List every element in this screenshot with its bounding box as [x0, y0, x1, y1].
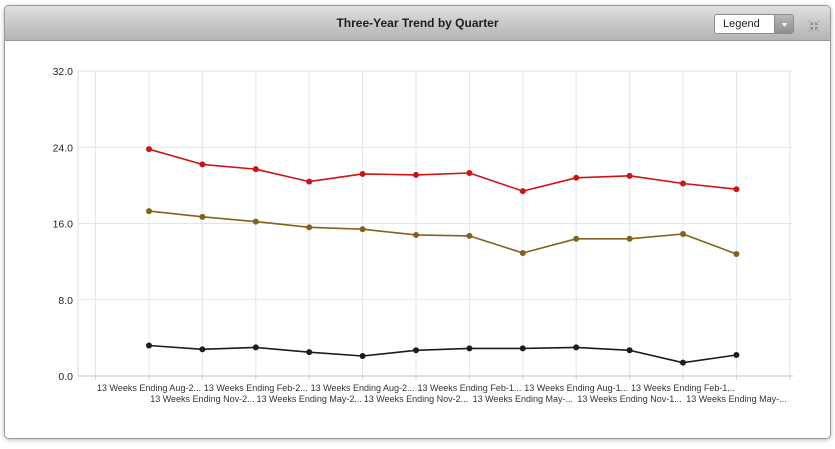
svg-text:13 Weeks Ending Nov-2...: 13 Weeks Ending Nov-2...: [150, 394, 254, 404]
svg-text:13 Weeks Ending Aug-1...: 13 Weeks Ending Aug-1...: [524, 383, 628, 393]
chart-area: 0.0 8.0 16.0 24.0 32.0 13 Weeks Ending Aug-2.…: [5, 41, 830, 438]
h-gridlines: [78, 70, 793, 377]
svg-text:13 Weeks Ending Aug-2...: 13 Weeks Ending Aug-2...: [97, 383, 201, 393]
v-gridlines: [95, 71, 791, 380]
x-axis-labels: 13 Weeks Ending Aug-2...13 Weeks Ending …: [97, 383, 787, 404]
svg-text:13 Weeks Ending Nov-1...: 13 Weeks Ending Nov-1...: [577, 394, 681, 404]
trend-line-chart: 0.0 8.0 16.0 24.0 32.0 13 Weeks Ending Aug-2.…: [53, 66, 793, 404]
red-series: [146, 146, 740, 195]
y-axis-labels: 0.0 8.0 16.0 24.0 32.0: [53, 66, 74, 383]
chart-header: Three-Year Trend by Quarter Legend: [5, 6, 830, 41]
svg-text:8.0: 8.0: [58, 295, 73, 307]
chart-panel: Three-Year Trend by Quarter Legend: [4, 5, 831, 439]
svg-text:13 Weeks Ending Feb-1...: 13 Weeks Ending Feb-1...: [631, 383, 735, 393]
olive-series: [146, 208, 740, 257]
black-series: [146, 342, 740, 366]
svg-text:16.0: 16.0: [53, 219, 74, 231]
legend-dropdown-value[interactable]: Legend: [715, 15, 774, 33]
legend-dropdown-button[interactable]: [774, 15, 793, 33]
legend-dropdown[interactable]: Legend: [714, 14, 794, 34]
svg-text:13 Weeks Ending Feb-2...: 13 Weeks Ending Feb-2...: [204, 383, 308, 393]
svg-text:13 Weeks Ending May-2...: 13 Weeks Ending May-2...: [257, 394, 362, 404]
svg-text:13 Weeks Ending May-...: 13 Weeks Ending May-...: [473, 394, 573, 404]
compress-arrows-icon[interactable]: [807, 19, 821, 33]
chevron-down-icon: [779, 15, 789, 33]
svg-text:32.0: 32.0: [53, 66, 74, 78]
svg-text:0.0: 0.0: [58, 371, 73, 383]
chart-title: Three-Year Trend by Quarter: [336, 16, 499, 30]
svg-text:13 Weeks Ending Aug-2...: 13 Weeks Ending Aug-2...: [311, 383, 415, 393]
svg-text:13 Weeks Ending May-...: 13 Weeks Ending May-...: [686, 394, 786, 404]
svg-text:13 Weeks Ending Nov-2...: 13 Weeks Ending Nov-2...: [364, 394, 468, 404]
svg-text:13 Weeks Ending Feb-1...: 13 Weeks Ending Feb-1...: [417, 383, 521, 393]
svg-text:24.0: 24.0: [53, 142, 74, 154]
